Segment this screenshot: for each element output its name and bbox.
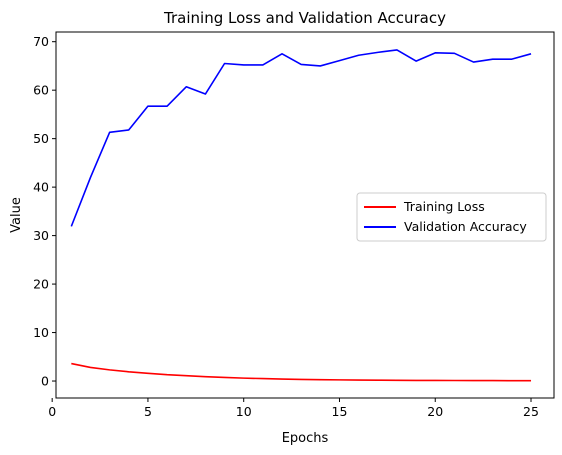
legend-label-training-loss: Training Loss bbox=[403, 199, 485, 214]
legend-label-validation-accuracy: Validation Accuracy bbox=[404, 219, 527, 234]
x-tick-label: 15 bbox=[332, 404, 348, 419]
y-tick-label: 60 bbox=[33, 83, 49, 98]
x-axis-ticks: 0 5 10 15 20 25 bbox=[48, 398, 539, 419]
x-tick-label: 5 bbox=[144, 404, 152, 419]
legend: Training Loss Validation Accuracy bbox=[356, 192, 547, 242]
series-line-validation-accuracy bbox=[70, 49, 532, 227]
y-tick-label: 70 bbox=[33, 34, 49, 49]
x-tick-label: 0 bbox=[48, 404, 56, 419]
y-tick-label: 10 bbox=[33, 325, 49, 340]
y-tick-label: 20 bbox=[33, 277, 49, 292]
y-axis-label: Value bbox=[9, 197, 24, 233]
x-axis-label: Epochs bbox=[282, 431, 329, 446]
y-tick-label: 40 bbox=[33, 180, 49, 195]
y-tick-label: 0 bbox=[41, 374, 49, 389]
y-tick-label: 30 bbox=[33, 228, 49, 243]
x-tick-label: 10 bbox=[236, 404, 252, 419]
series-line-training-loss bbox=[71, 362, 532, 382]
y-axis-ticks: 0 10 20 30 40 50 60 70 bbox=[33, 34, 56, 389]
chart-title: Training Loss and Validation Accuracy bbox=[163, 9, 446, 27]
legend-box bbox=[356, 192, 547, 242]
x-tick-label: 20 bbox=[427, 404, 443, 419]
y-tick-label: 50 bbox=[33, 131, 49, 146]
x-tick-label: 25 bbox=[523, 404, 539, 419]
series-layer bbox=[70, 49, 532, 382]
